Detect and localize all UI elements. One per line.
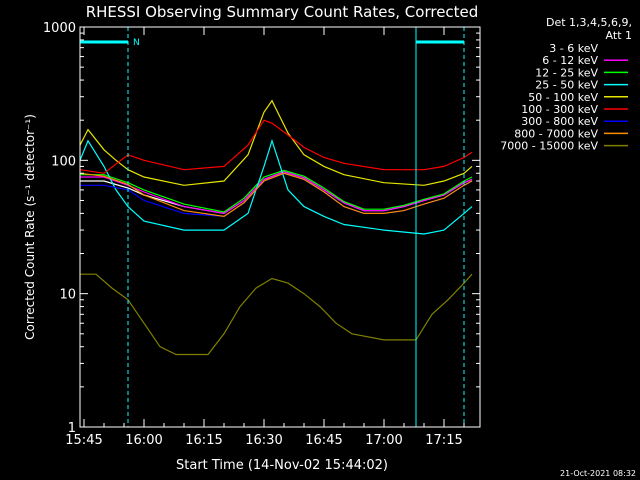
series-line-2	[80, 169, 473, 213]
y-axis-label: Corrected Count Rate (s⁻¹ detector⁻¹)	[23, 114, 37, 340]
legend-label-8: 7000 - 15000 keV	[500, 140, 598, 153]
x-axis-label: Start Time (14-Nov-02 15:44:02)	[176, 458, 388, 473]
legend-label-0: 3 - 6 keV	[549, 42, 598, 55]
x-tick-label-5: 17:00	[365, 433, 402, 448]
x-tick-label-1: 16:00	[125, 433, 162, 448]
x-tick-label-0: 15:45	[65, 433, 102, 448]
legend-label-7: 800 - 7000 keV	[514, 127, 598, 140]
series-line-6	[80, 172, 473, 218]
y-tick-label-3: 1000	[43, 21, 76, 36]
x-tick-label-3: 16:30	[245, 433, 282, 448]
legend-header-line-2: Att 1	[606, 29, 632, 42]
marker-label: N	[133, 38, 140, 48]
legend-header-line-1: Det 1,3,4,5,6,9,	[546, 16, 632, 29]
series-line-7	[79, 172, 473, 218]
series-line-8	[80, 273, 473, 356]
legend-label-6: 300 - 800 keV	[521, 115, 598, 128]
legend-label-5: 100 - 300 keV	[521, 103, 598, 116]
series-line-3	[79, 138, 473, 235]
chart-title: RHESSI Observing Summary Count Rates, Co…	[86, 3, 479, 21]
axes-frame	[79, 26, 481, 428]
x-tick-label-4: 16:45	[305, 433, 342, 448]
legend-label-1: 6 - 12 keV	[542, 54, 598, 67]
series-line-1	[80, 171, 473, 215]
legend-label-4: 50 - 100 keV	[528, 91, 598, 104]
timestamp: 21-Oct-2021 08:32	[560, 469, 636, 478]
series-line-5	[79, 119, 473, 174]
y-tick-label-0: 1	[68, 421, 76, 436]
plot-area: N 15:45 16:00 16:15 16:30 16:45 17:00 17:15 1 10 1…	[43, 21, 481, 448]
x-tick-label-6: 17:15	[425, 433, 462, 448]
legend-label-2: 12 - 25 keV	[535, 66, 598, 79]
x-tick-label-2: 16:15	[185, 433, 222, 448]
legend-label-3: 25 - 50 keV	[535, 79, 598, 92]
y-tick-label-1: 10	[59, 288, 76, 303]
y-tick-label-2: 100	[51, 154, 76, 169]
